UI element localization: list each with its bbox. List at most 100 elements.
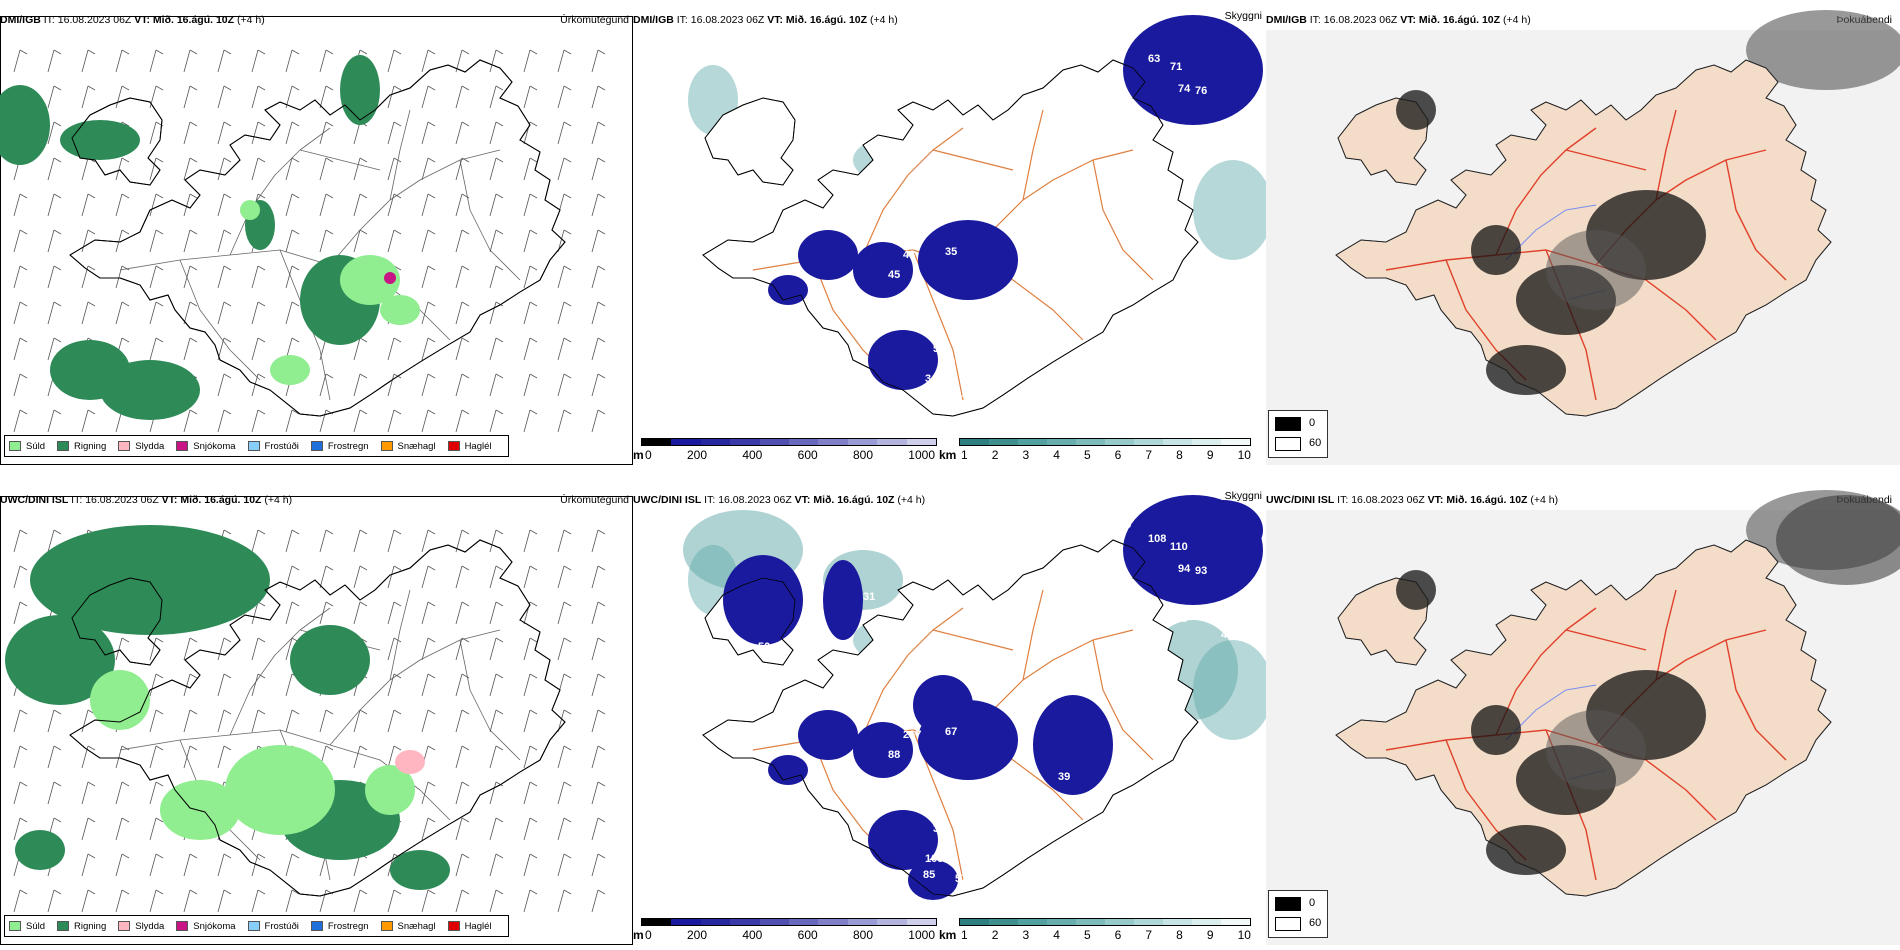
colorbar-tick: 400: [742, 448, 763, 462]
init-time: 16.08.2023 06Z: [57, 14, 132, 26]
legend-label: Snæhagl: [397, 440, 436, 452]
legend-item: Frostúði: [247, 440, 299, 452]
colorbar-tick: 7: [1145, 928, 1153, 942]
model-source: DMI/IGB: [0, 14, 41, 26]
cloud-value-label: 48: [903, 249, 915, 261]
colorbar-tick: 10: [1237, 448, 1251, 462]
legend-item: Rigning: [57, 921, 106, 932]
cloud-value-label: 100: [1221, 613, 1239, 625]
legend-item: Slydda: [118, 441, 164, 452]
cloud-value-label: 62: [961, 841, 973, 853]
fog-key: 0 60: [1268, 410, 1328, 458]
cloud-value-label: 85: [923, 869, 935, 881]
cloud-value-label: 67: [1018, 346, 1030, 358]
cloud-value-label: 87: [961, 361, 973, 373]
cloud-value-label: 45: [888, 269, 900, 281]
cloud-value-label: 108: [1148, 533, 1166, 545]
legend-label: Frostúði: [264, 440, 299, 452]
fog-map: [1266, 490, 1900, 945]
legend-label: Rigning: [74, 920, 107, 932]
model-source: DMI/IGB: [633, 14, 674, 26]
colorbar-tick: 2: [991, 928, 999, 942]
colorbar-tick: 9: [1206, 928, 1214, 942]
panel-title: Skyggni: [1224, 10, 1262, 22]
colorbar-tick: 5: [1083, 448, 1091, 462]
colorbar-tick: 3: [1022, 928, 1030, 942]
colorbar-tick: 0: [645, 928, 652, 942]
colorbar-tick: 1: [961, 448, 968, 462]
lead-time: (+4 h): [264, 494, 293, 506]
precip-panel-top: DMI/IGB IT: 16.08.2023 06Z VT: Mið. 16.á…: [0, 10, 633, 465]
colorbar-tick: 7: [1145, 448, 1153, 462]
legend-item: Rigning: [57, 441, 106, 452]
cloud-value-label: 60: [1221, 149, 1233, 161]
legend-swatch: [9, 921, 21, 931]
lead-time: (+4 h): [236, 14, 265, 26]
cloud-value-label: 43: [1018, 271, 1030, 283]
lead-time: (+4 h): [869, 14, 898, 26]
legend-item: Frostúði: [247, 920, 299, 932]
cloud-value-label: 74: [1178, 83, 1191, 95]
init-time: 16.08.2023 06Z: [85, 494, 159, 506]
colorbar-tick: 4: [1053, 448, 1060, 462]
legend-swatch: [380, 441, 393, 451]
legend-label: Frostúði: [264, 920, 299, 932]
legend-item: Snæhagl: [380, 921, 436, 932]
legend-item: Frostregn: [310, 441, 369, 452]
init-time: 16.08.2023 06Z: [1351, 494, 1425, 506]
model-source: UWC/DINI ISL: [633, 494, 702, 506]
valid-time: VT: Mið. 16.ágú. 10Z: [1427, 494, 1528, 506]
cloud-value-label: 39: [1058, 771, 1070, 783]
precip-panel-bottom: UWC/DINI ISL IT: 16.08.2023 06Z VT: Mið.…: [0, 490, 633, 945]
colorbar-tick: 600: [797, 448, 818, 462]
legend-item: Snjókoma: [176, 921, 236, 932]
colorbar-km: km 1 2 3 4 5 6 7 8 9 10: [939, 916, 1266, 942]
colorbar-tick: 10: [1237, 928, 1251, 942]
colorbar-tick: 4: [1053, 928, 1060, 942]
cloud-value-label: 63: [1148, 53, 1160, 65]
cloud-value-label: 103: [925, 853, 943, 865]
cloud-value-label: 34: [983, 809, 996, 821]
cloud-value-label: 66: [1175, 133, 1187, 145]
fog-panel-top: DMI/IGB IT: 16.08.2023 06Z VT: Mið. 16.á…: [1266, 10, 1900, 465]
lead-time: (+4 h): [1502, 14, 1531, 26]
cloud-value-label: 54: [943, 836, 956, 848]
legend-swatch: [176, 441, 189, 451]
colorbar-km-unit: km: [939, 928, 957, 942]
colorbar-tick: 1000: [908, 448, 935, 462]
cloud-value-label: 63: [758, 161, 770, 173]
legend-label: Slydda: [135, 920, 165, 932]
colorbar-tick: 800: [852, 448, 873, 462]
valid-time: VT: Mið. 16.ágú. 10Z: [767, 14, 868, 26]
init-time: 16.08.2023 06Z: [718, 494, 792, 506]
colorbar-tick: 8: [1176, 928, 1183, 942]
legend-item: Súld: [9, 921, 45, 932]
cloud-value-label: 68: [1018, 826, 1030, 838]
colorbar-km: km 1 2 3 4 5 6 7 8 9 10: [939, 436, 1266, 462]
colorbar-tick: 1000: [908, 928, 935, 942]
cloud-value-label: 93: [1175, 613, 1187, 625]
legend-swatch: [57, 441, 70, 451]
cloud-panel-top: DMI/IGB IT: 16.08.2023 06Z VT: Mið. 16.á…: [633, 10, 1266, 465]
cloud-value-label: 29: [805, 621, 817, 633]
cloud-value-label: 71: [1170, 61, 1182, 73]
model-source: UWC/DINI ISL: [0, 494, 69, 506]
cloud-value-label: 35: [945, 246, 957, 258]
panel-title: Skyggni: [1224, 490, 1262, 502]
legend-label: Slydda: [135, 440, 165, 452]
legend-label: Súld: [26, 440, 46, 452]
init-time-label: IT:: [1309, 14, 1321, 26]
colorbar-tick: 8: [1176, 448, 1183, 462]
panel-title: Úrkomutegund: [560, 494, 629, 506]
valid-time: VT: Mið. 16.ágú. 10Z: [1400, 14, 1501, 26]
cloud-value-label: 59: [1221, 133, 1233, 145]
init-time: 16.08.2023 06Z: [690, 14, 765, 26]
colorbar-m-unit: m: [633, 928, 644, 942]
cloud-value-label: 46: [1221, 629, 1233, 641]
panel-header: DMI/IGB IT: 16.08.2023 06Z VT: Mið. 16.á…: [0, 10, 633, 30]
legend-item: Frostregn: [310, 921, 369, 932]
precip-map: [0, 49, 606, 433]
cloud-value-label: 37: [933, 823, 945, 835]
